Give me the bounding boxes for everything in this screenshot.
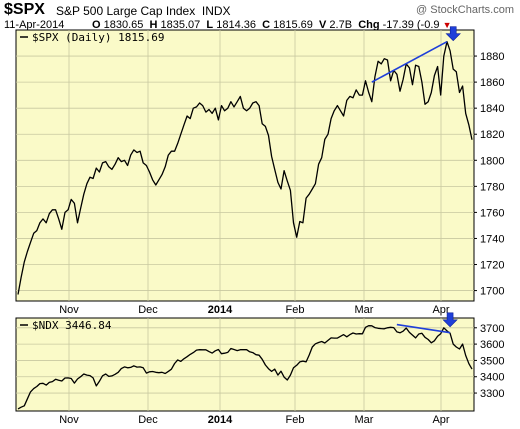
close-label: C: [262, 19, 271, 31]
ticker-symbol: $SPX: [4, 1, 45, 18]
instrument-name: S&P 500 Large Cap Index INDX: [56, 4, 231, 18]
x-tick-label: Dec: [138, 414, 158, 426]
stockcharts-credit[interactable]: @ StockCharts.com: [416, 4, 514, 16]
low-label: L: [206, 19, 214, 31]
down-arrow-icon: [442, 312, 458, 328]
x-tick-label: Apr: [432, 414, 449, 426]
down-triangle-icon: ▼: [442, 20, 452, 30]
x-tick-label: Feb: [286, 414, 305, 426]
y-tick-label: 1740: [480, 233, 504, 245]
change-value: -17.39 (-0.9: [382, 19, 440, 31]
close-value: 1815.69: [273, 19, 313, 31]
x-tick-label: Mar: [355, 414, 374, 426]
y-tick-label: 3600: [480, 339, 504, 351]
y-tick-label: 3300: [480, 388, 504, 400]
y-tick-label: 3400: [480, 372, 504, 384]
change-label: Chg: [358, 19, 380, 31]
series-line-2: [17, 325, 473, 410]
y-tick-label: 1820: [480, 129, 504, 141]
open-value: 1830.65: [103, 19, 144, 31]
panel-label: $NDX 3446.84: [32, 319, 112, 332]
y-tick-label: 1760: [480, 207, 504, 219]
exchange-label: INDX: [201, 4, 231, 18]
divergence-trendline: [396, 323, 451, 334]
quote-date: 11-Apr-2014: [4, 19, 65, 31]
high-value: 1835.07: [160, 19, 201, 31]
x-tick-label: Dec: [138, 304, 158, 316]
y-tick-label: 3500: [480, 355, 504, 367]
y-tick-label: 1780: [480, 181, 504, 193]
x-tick-label: Nov: [59, 304, 79, 316]
volume-label: V: [319, 19, 327, 31]
x-tick-label: Mar: [355, 304, 374, 316]
y-tick-label: 1860: [480, 77, 504, 89]
y-tick-label: 1700: [480, 286, 504, 298]
y-tick-label: 1800: [480, 155, 504, 167]
plot-area-2: [15, 317, 475, 412]
low-value: 1814.36: [216, 19, 256, 31]
x-tick-label: Nov: [59, 414, 79, 426]
y-tick-label: 1720: [480, 260, 504, 272]
x-tick-label: 2014: [208, 304, 233, 316]
panel-label: $SPX (Daily) 1815.69: [32, 31, 164, 44]
x-tick-label: Apr: [432, 304, 449, 316]
instrument-title: S&P 500 Large Cap Index: [56, 4, 196, 18]
y-tick-label: 3700: [480, 323, 504, 335]
series-line-1: [17, 41, 473, 295]
y-tick-label: 1880: [480, 51, 504, 63]
volume-value: 2.7B: [329, 19, 353, 31]
open-label: O: [92, 19, 101, 31]
high-label: H: [149, 19, 158, 31]
quote-values: O 1830.65 H 1835.07 L 1814.36 C 1815.69 …: [92, 19, 452, 31]
y-tick-label: 1840: [480, 103, 504, 115]
x-tick-label: 2014: [208, 414, 233, 426]
divergence-trendline: [371, 41, 448, 83]
down-arrow-icon: [445, 26, 461, 42]
x-tick-label: Feb: [286, 304, 305, 316]
